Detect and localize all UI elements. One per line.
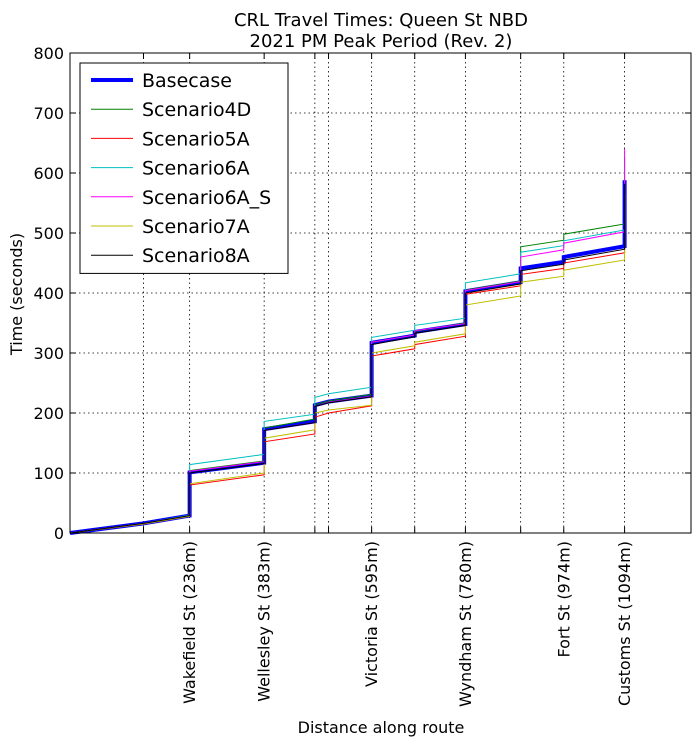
x-tick-label: Wakefield St (236m) [180,541,199,704]
x-axis-label: Distance along route [298,718,465,737]
legend-label: Scenario6A [142,158,250,180]
x-tick-label: Customs St (1094m) [615,541,634,706]
x-tick-label: Wyndham St (780m) [456,541,475,707]
series-line-scenario6a [69,164,626,534]
series-line-scenario6a-s [69,149,626,534]
x-tick-label: Wellesley St (383m) [255,541,274,702]
y-tick-label: 700 [33,104,64,123]
legend-label: Scenario6A_S [142,187,271,209]
y-tick-label: 800 [33,44,64,63]
y-tick-label: 600 [33,164,64,183]
legend-label: Basecase [142,70,232,92]
y-tick-label: 500 [33,224,64,243]
y-tick-label: 100 [33,464,64,483]
series-line-scenario8a [69,183,626,534]
y-tick-label: 300 [33,344,64,363]
y-tick-label: 200 [33,404,64,423]
legend-label: Scenario7A [142,216,250,238]
legend-label: Scenario4D [142,99,251,121]
legend-label: Scenario8A [142,245,250,267]
y-tick-label: 400 [33,284,64,303]
legend-box [79,62,289,274]
x-tick-label: Fort St (974m) [554,541,573,657]
y-axis-label: Time (seconds) [7,233,26,356]
y-tick-label: 0 [54,524,64,543]
chart-subtitle: 2021 PM Peak Period (Rev. 2) [250,31,513,52]
chart-title: CRL Travel Times: Queen St NBD [234,10,528,31]
legend-label: Scenario5A [142,128,250,150]
x-tick-label: Victoria St (595m) [362,541,381,687]
